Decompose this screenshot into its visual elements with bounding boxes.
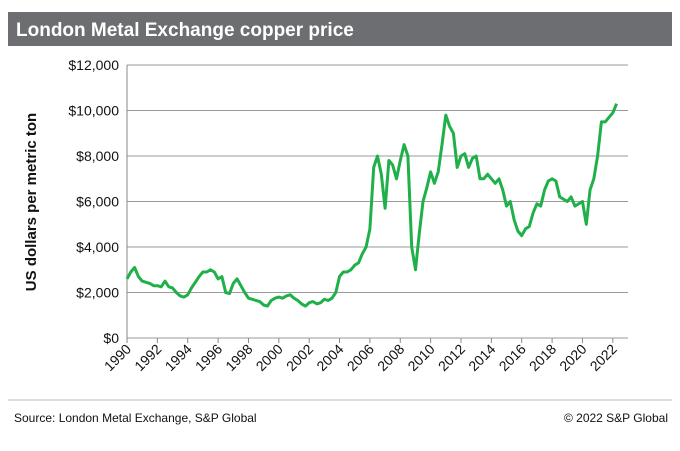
chart-title: London Metal Exchange copper price [16,20,354,41]
x-tick-label: 2020 [556,341,589,374]
source: Source: London Metal Exchange, S&P Globa… [14,411,257,425]
x-tick-label: 2012 [435,341,468,374]
x-tick-label: 1996 [192,341,225,374]
x-tick-label: 2014 [465,341,498,374]
y-tick-label: $4,000 [76,239,119,255]
y-tick-label: $12,000 [68,57,119,73]
y-tick-label: $10,000 [68,103,119,119]
x-tick-label: 1992 [131,341,164,374]
x-tick-label: 2000 [253,341,286,374]
price-line [125,103,618,308]
x-tick-label: 2010 [404,341,437,374]
x-tick-label: 2008 [374,341,407,374]
x-tick-label: 2018 [526,341,559,374]
x-tick-label: 1998 [222,341,255,374]
y-tick-label: $0 [103,330,119,346]
x-tick-label: 2016 [496,341,529,374]
x-tick-label: 1994 [162,341,195,374]
x-tick-label: 2004 [313,341,346,374]
y-axis-label: US dollars per metric ton [23,113,40,291]
title-bar [8,12,672,46]
x-tick-label: 2002 [283,341,316,374]
credit: © 2022 S&P Global [564,411,668,425]
y-tick-label: $2,000 [76,285,119,301]
x-tick-label: 2006 [344,341,377,374]
y-tick-label: $8,000 [76,148,119,164]
y-tick-label: $6,000 [76,194,119,210]
x-tick-label: 2022 [587,341,620,374]
